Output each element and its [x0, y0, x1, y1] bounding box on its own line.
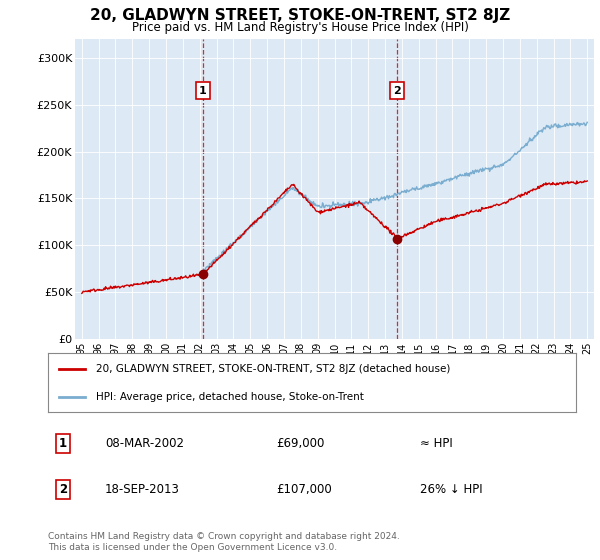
- Text: 26% ↓ HPI: 26% ↓ HPI: [420, 483, 482, 496]
- Text: 08-MAR-2002: 08-MAR-2002: [105, 437, 184, 450]
- Text: Contains HM Land Registry data © Crown copyright and database right 2024.
This d: Contains HM Land Registry data © Crown c…: [48, 532, 400, 552]
- Text: 2: 2: [394, 86, 401, 96]
- Text: HPI: Average price, detached house, Stoke-on-Trent: HPI: Average price, detached house, Stok…: [95, 392, 364, 402]
- Text: 2: 2: [59, 483, 67, 496]
- Text: 18-SEP-2013: 18-SEP-2013: [105, 483, 180, 496]
- Text: 1: 1: [59, 437, 67, 450]
- Text: £107,000: £107,000: [276, 483, 332, 496]
- Text: 20, GLADWYN STREET, STOKE-ON-TRENT, ST2 8JZ: 20, GLADWYN STREET, STOKE-ON-TRENT, ST2 …: [90, 8, 510, 24]
- Text: £69,000: £69,000: [276, 437, 325, 450]
- Text: Price paid vs. HM Land Registry's House Price Index (HPI): Price paid vs. HM Land Registry's House …: [131, 21, 469, 34]
- Text: ≈ HPI: ≈ HPI: [420, 437, 453, 450]
- Text: 1: 1: [199, 86, 207, 96]
- Text: 20, GLADWYN STREET, STOKE-ON-TRENT, ST2 8JZ (detached house): 20, GLADWYN STREET, STOKE-ON-TRENT, ST2 …: [95, 364, 450, 374]
